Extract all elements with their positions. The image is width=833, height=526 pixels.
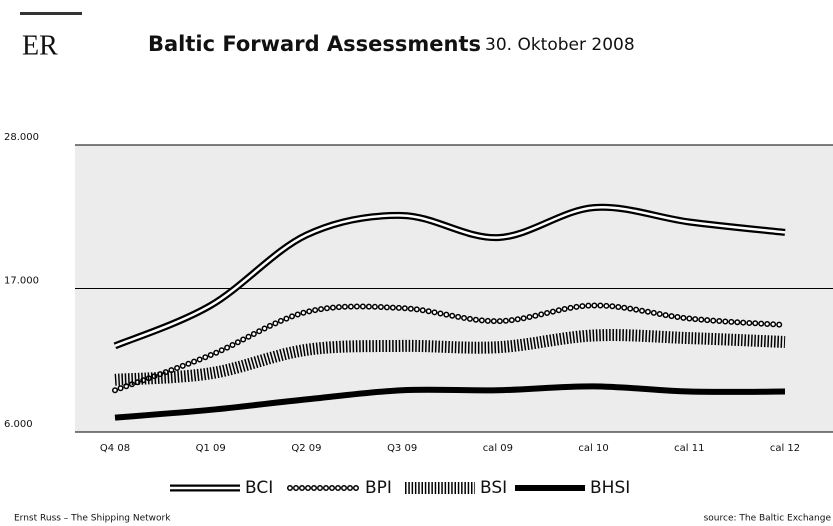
y-tick-label: 17.000 [4,276,39,287]
x-tick-label: cal 11 [674,443,704,454]
x-tick-label: Q1 09 [196,443,226,454]
chart-subtitle: 30. Oktober 2008 [485,35,635,55]
chart: ER Baltic Forward Assessments 30. Oktobe… [0,0,833,526]
legend-label: BHSI [590,478,630,498]
logo: ER [22,30,58,61]
legend-label: BPI [365,478,392,498]
x-tick-label: Q2 09 [291,443,321,454]
logo-bar [20,12,82,15]
footer: Ernst Russ – The Shipping Network [14,514,171,524]
legend-label: BCI [245,478,273,498]
chart-title: Baltic Forward Assessments [148,32,481,56]
x-tick-label: cal 09 [483,443,513,454]
x-tick-label: Q4 08 [100,443,130,454]
y-tick-label: 6.000 [4,419,33,430]
x-tick-label: cal 10 [578,443,608,454]
y-tick-label: 28.000 [4,132,39,143]
x-tick-label: Q3 09 [387,443,417,454]
source: source: The Baltic Exchange [704,514,832,524]
legend-label: BSI [480,478,507,498]
x-tick-label: cal 12 [770,443,800,454]
